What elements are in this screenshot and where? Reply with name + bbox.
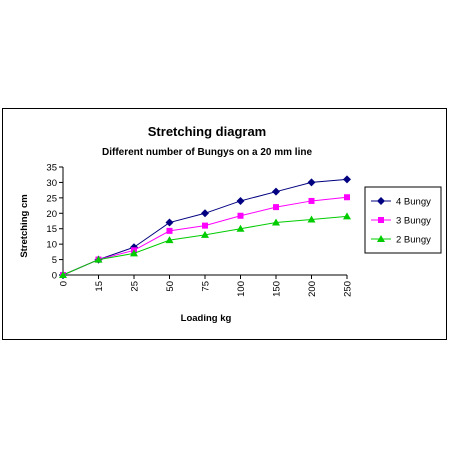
data-point [165, 236, 174, 244]
legend-item: 2 Bungy [371, 235, 431, 246]
x-tick-label: 75 [201, 281, 212, 292]
x-tick-label: 25 [130, 281, 141, 292]
tick-labels: 0 5 10 15 20 25 30 35 0 15 25 50 75 100 150 200 250 [46, 163, 353, 297]
data-point [201, 230, 209, 238]
y-tick-label: 0 [52, 271, 57, 282]
data-point [308, 197, 315, 204]
data-point [166, 227, 173, 234]
chart-subtitle: Different number of Bungys on a 20 mm li… [102, 147, 312, 158]
series-group [59, 175, 351, 279]
x-tick-label: 50 [165, 281, 176, 292]
data-point [237, 212, 244, 219]
y-tick-label: 30 [46, 178, 57, 189]
legend-item: 3 Bungy [371, 216, 431, 227]
x-tick-label: 200 [307, 281, 318, 297]
y-tick-label: 10 [46, 240, 57, 251]
chart-svg: Stretching diagram Different number of B… [19, 124, 442, 324]
data-point [202, 222, 208, 229]
legend-marker [377, 235, 385, 242]
legend-label: 4 Bungy [396, 197, 431, 208]
legend-marker [377, 197, 385, 205]
y-tick-label: 5 [52, 255, 57, 266]
y-tick-label: 20 [46, 209, 57, 220]
data-point [344, 194, 350, 201]
y-axis-title: Stretching cm [19, 194, 30, 257]
legend-label: 3 Bungy [396, 216, 431, 227]
data-point [165, 218, 174, 227]
chart-title: Stretching diagram [148, 124, 266, 139]
data-point [130, 249, 138, 257]
data-point [272, 218, 280, 226]
chart-frame: Stretching diagram Different number of B… [2, 108, 447, 340]
y-tick-label: 35 [46, 163, 57, 174]
legend-label: 2 Bungy [396, 235, 431, 246]
data-point [343, 175, 351, 184]
data-point [94, 255, 103, 263]
data-point [236, 224, 245, 232]
x-tick-label: 100 [236, 281, 247, 297]
data-point [343, 212, 351, 220]
series-2-bungy [59, 212, 351, 278]
x-axis-title: Loading kg [181, 313, 232, 324]
axes [59, 166, 348, 279]
data-point [201, 209, 209, 218]
legend: 4 Bungy 3 Bungy 2 Bungy [364, 186, 442, 254]
x-tick-label: 250 [343, 281, 354, 297]
x-tick-label: 150 [272, 281, 283, 297]
data-point [59, 271, 67, 278]
data-point [307, 178, 316, 187]
legend-item: 4 Bungy [371, 197, 431, 208]
y-tick-label: 25 [46, 193, 57, 204]
y-tick-label: 15 [46, 224, 57, 235]
data-point [307, 215, 316, 223]
data-point [273, 204, 279, 211]
x-tick-label: 15 [94, 281, 105, 292]
x-tick-label: 0 [59, 281, 70, 286]
data-point [272, 187, 280, 196]
data-point [236, 196, 245, 205]
legend-marker [378, 217, 384, 223]
